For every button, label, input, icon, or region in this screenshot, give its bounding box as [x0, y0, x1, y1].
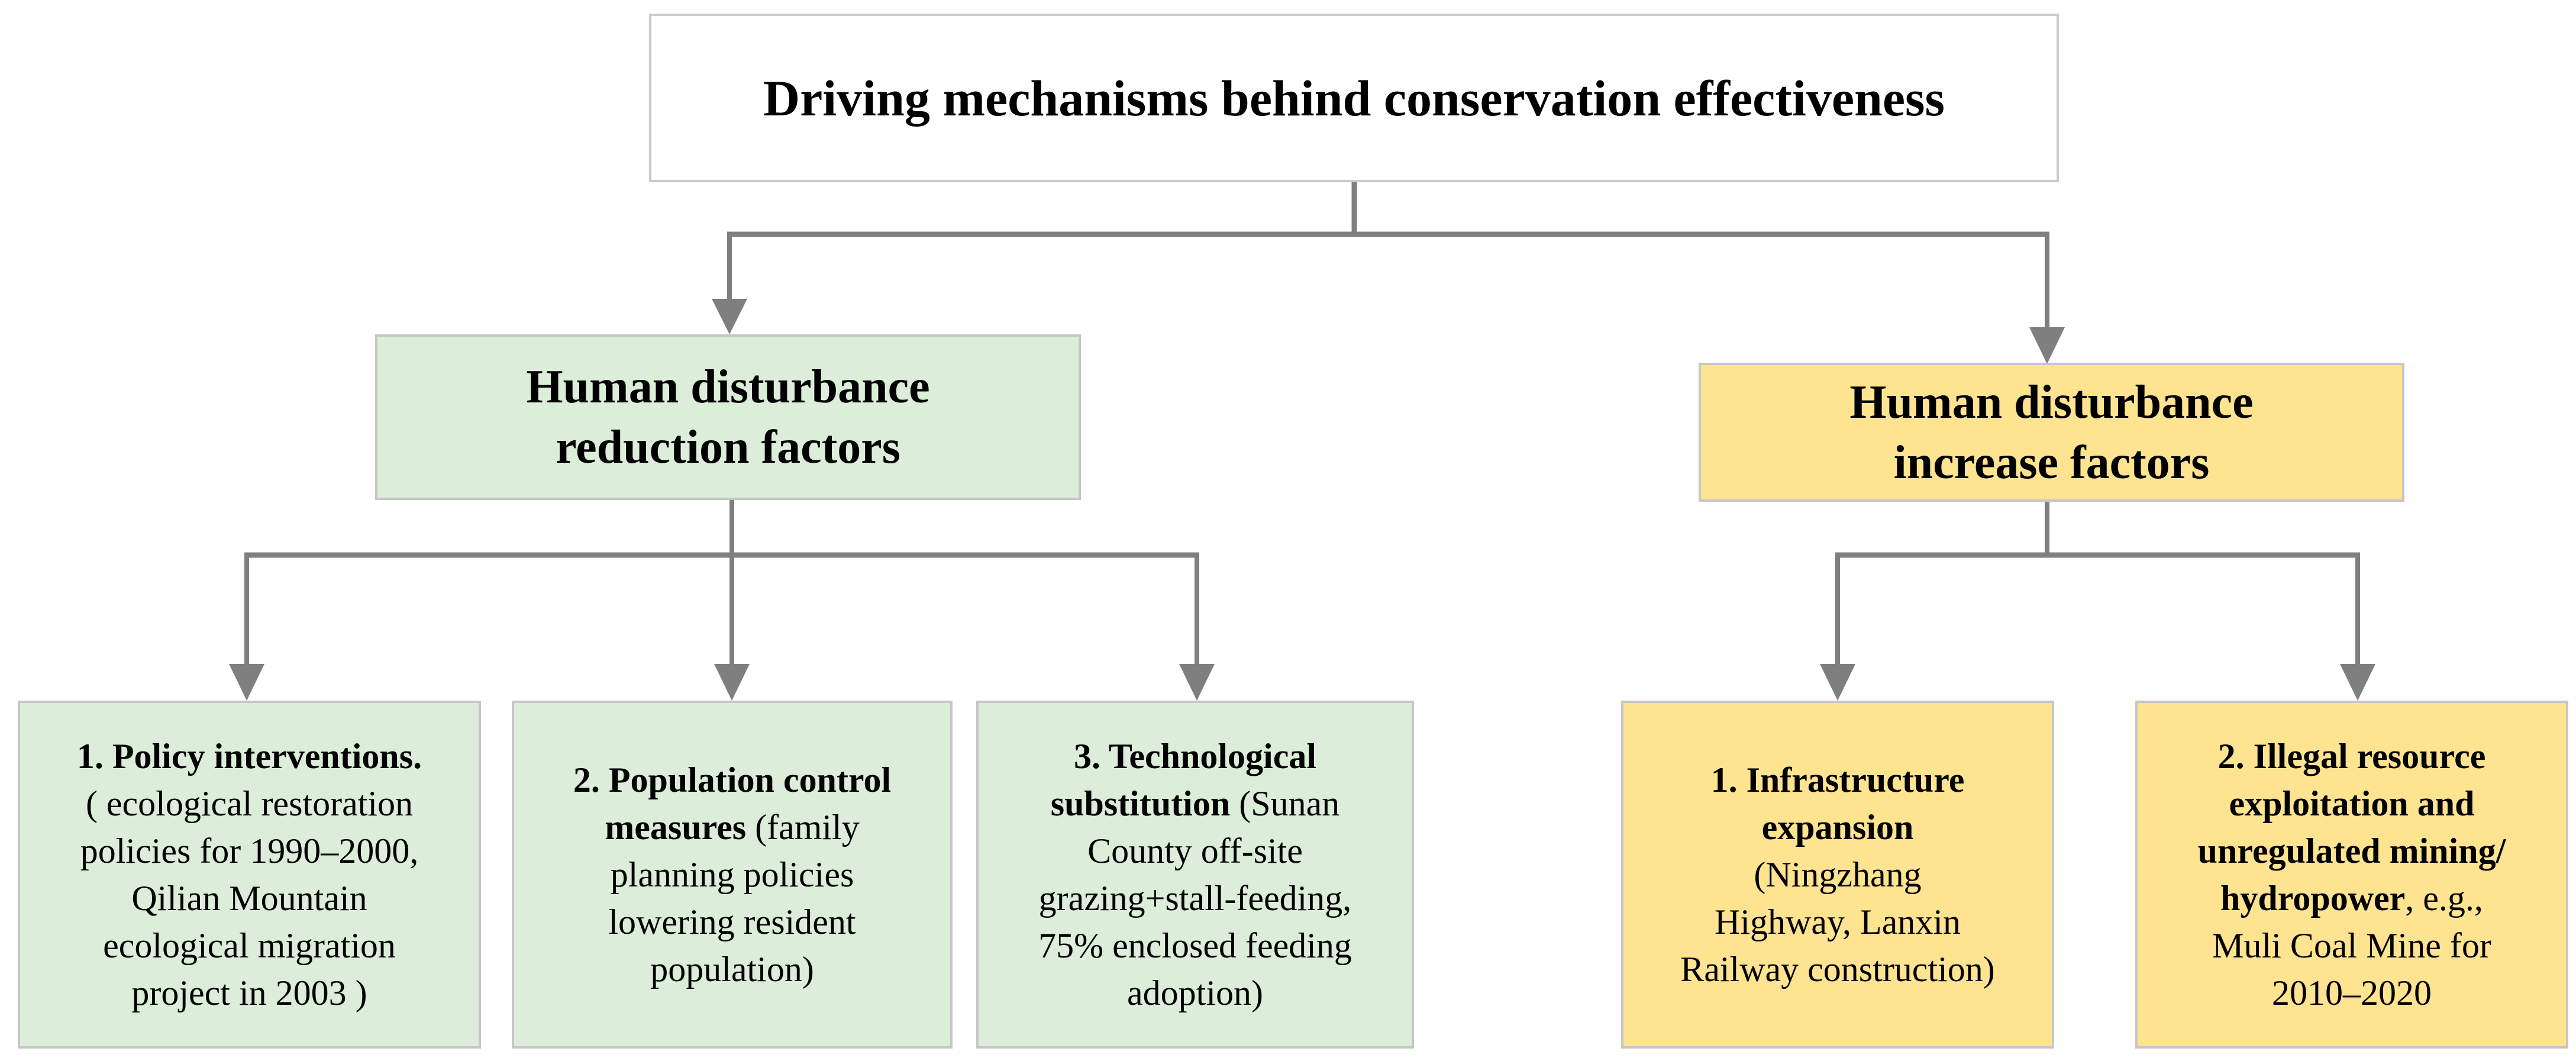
policy-interventions-box: 1. Policy interventions. ( ecological re… [18, 701, 481, 1049]
reduction-factors-label: Human disturbance reduction factors [526, 361, 930, 473]
title-box: Driving mechanisms behind conservation e… [649, 14, 2059, 182]
arrowhead-leaf5-icon [2340, 664, 2375, 701]
population-control-title: 2. Population control measures [573, 760, 892, 847]
population-control-detail: (family planning policies lowering resid… [608, 808, 860, 989]
policy-interventions-title: 1. Policy interventions. [76, 737, 422, 776]
population-control-text: 2. Population control measures (family p… [573, 756, 891, 993]
population-control-box: 2. Population control measures (family p… [512, 701, 953, 1049]
illegal-exploitation-title: 2. Illegal resource exploitation and unr… [2197, 737, 2506, 918]
illegal-exploitation-box: 2. Illegal resource exploitation and unr… [2135, 701, 2568, 1049]
technological-substitution-detail: (Sunan County off-site grazing+stall-fee… [1038, 784, 1352, 1012]
infrastructure-expansion-box: 1. Infrastructure expansion (Ningzhang H… [1621, 701, 2054, 1049]
arrowhead-leaf1-icon [229, 664, 264, 701]
illegal-exploitation-text: 2. Illegal resource exploitation and unr… [2198, 733, 2506, 1017]
reduction-factors-box: Human disturbance reduction factors [375, 334, 1081, 500]
infrastructure-expansion-title: 1. Infrastructure expansion [1710, 760, 1965, 847]
page-title: Driving mechanisms behind conservation e… [763, 69, 1945, 127]
arrowhead-increase-icon [2029, 327, 2065, 364]
increase-factors-label: Human disturbance increase factors [1849, 376, 2254, 489]
arrowhead-leaf2-icon [714, 664, 750, 701]
infrastructure-expansion-text: 1. Infrastructure expansion (Ningzhang H… [1680, 756, 1995, 993]
technological-substitution-title: 3. Technological substitution [1050, 737, 1317, 823]
increase-factors-box: Human disturbance increase factors [1699, 363, 2404, 502]
arrowhead-leaf3-icon [1179, 664, 1215, 701]
technological-substitution-box: 3. Technological substitution (Sunan Cou… [976, 701, 1414, 1049]
infrastructure-expansion-detail: (Ningzhang Highway, Lanxin Railway const… [1680, 855, 1995, 989]
technological-substitution-text: 3. Technological substitution (Sunan Cou… [1038, 733, 1352, 1017]
policy-interventions-text: 1. Policy interventions. ( ecological re… [77, 733, 422, 1017]
arrowhead-leaf4-icon [1820, 664, 1855, 701]
illegal-exploitation-detail: , e.g., Muli Coal Mine for 2010–2020 [2212, 879, 2491, 1012]
policy-interventions-detail: ( ecological restoration policies for 19… [80, 784, 419, 1012]
arrowhead-reduction-icon [712, 299, 747, 334]
